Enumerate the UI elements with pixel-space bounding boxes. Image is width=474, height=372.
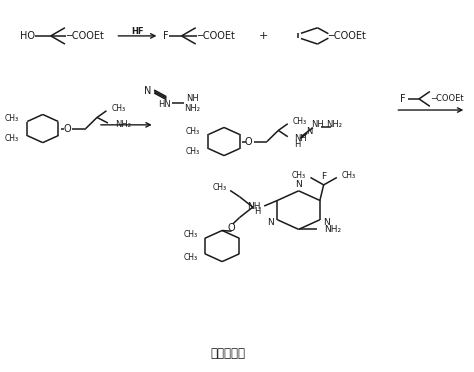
Text: N: N — [295, 180, 302, 189]
Text: CH₃: CH₃ — [186, 127, 200, 136]
Text: ─COOEt: ─COOEt — [431, 94, 464, 103]
Text: NH₂: NH₂ — [325, 225, 342, 234]
Text: ─COOEt: ─COOEt — [197, 31, 235, 41]
Text: N: N — [144, 87, 151, 96]
Text: H: H — [255, 207, 261, 216]
Text: CH₃: CH₃ — [111, 105, 125, 113]
Text: ─COOEt: ─COOEt — [328, 31, 366, 41]
Text: 三呕氟草胺: 三呕氟草胺 — [210, 347, 246, 360]
Text: NH: NH — [186, 94, 199, 103]
Text: NH: NH — [247, 202, 261, 211]
Text: O: O — [63, 124, 71, 134]
Text: +: + — [258, 31, 268, 41]
Text: F: F — [163, 31, 169, 41]
Text: ─COOEt: ─COOEt — [66, 31, 104, 41]
Text: CH₃: CH₃ — [186, 147, 200, 156]
Text: N: N — [267, 218, 274, 227]
Text: CH₃: CH₃ — [292, 171, 306, 180]
Text: HO: HO — [20, 31, 35, 41]
Text: CH₃: CH₃ — [5, 114, 18, 123]
Text: N: N — [306, 127, 312, 136]
Text: O: O — [228, 223, 236, 233]
Text: H: H — [294, 140, 300, 149]
Text: CH₃: CH₃ — [292, 118, 307, 126]
Text: F: F — [400, 94, 406, 104]
Text: CH₃: CH₃ — [183, 253, 197, 262]
Text: CH₃: CH₃ — [342, 171, 356, 180]
Text: CH₃: CH₃ — [183, 230, 197, 239]
Text: O: O — [244, 137, 252, 147]
Text: NH₂: NH₂ — [115, 120, 131, 129]
Text: CH₃: CH₃ — [5, 134, 18, 143]
Text: NH: NH — [311, 120, 324, 129]
Text: NH₂: NH₂ — [326, 120, 342, 129]
Text: NH: NH — [294, 134, 307, 143]
Text: F: F — [321, 172, 326, 181]
Text: N: N — [323, 218, 330, 227]
Text: CH₃: CH₃ — [213, 183, 227, 192]
Text: NH₂: NH₂ — [184, 105, 201, 113]
Text: HF: HF — [131, 26, 144, 36]
Text: HN: HN — [158, 100, 171, 109]
